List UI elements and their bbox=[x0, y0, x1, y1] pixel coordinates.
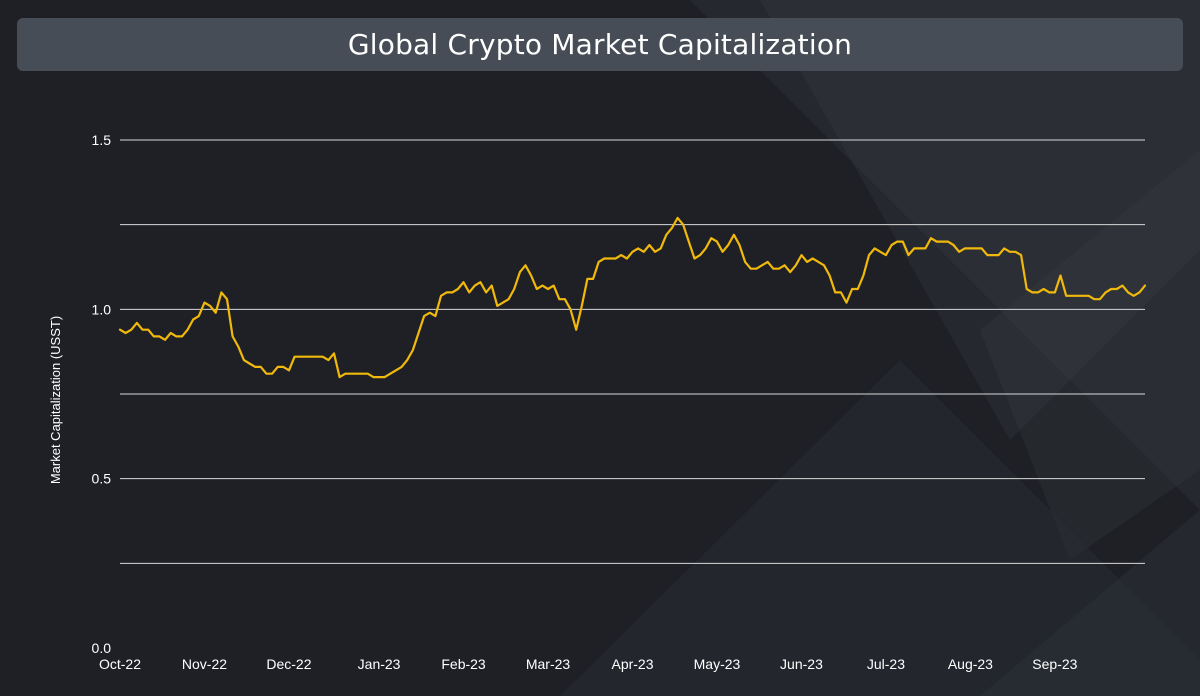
y-tick-label: 1.5 bbox=[92, 132, 112, 148]
x-tick-label: Aug-23 bbox=[948, 656, 993, 672]
title-bar: Global Crypto Market Capitalization bbox=[17, 18, 1183, 71]
x-tick-label: Jun-23 bbox=[780, 656, 823, 672]
x-axis-ticks: Oct-22 Nov-22 Dec-22 Jan-23 Feb-23 Mar-23 Apr-… bbox=[99, 656, 1078, 672]
y-axis-ticks: 0.0 0.5 1.0 1.5 bbox=[92, 132, 112, 656]
x-tick-label: May-23 bbox=[694, 656, 741, 672]
x-tick-label: Jul-23 bbox=[867, 656, 905, 672]
chart-title: Global Crypto Market Capitalization bbox=[347, 28, 853, 61]
y-axis-label: Market Capitalization (USST) bbox=[48, 316, 63, 484]
x-tick-label: Apr-23 bbox=[611, 656, 653, 672]
x-tick-label: Feb-23 bbox=[441, 656, 486, 672]
x-tick-label: Oct-22 bbox=[99, 656, 141, 672]
x-tick-label: Mar-23 bbox=[526, 656, 571, 672]
x-tick-label: Sep-23 bbox=[1032, 656, 1077, 672]
x-tick-label: Nov-22 bbox=[182, 656, 227, 672]
gridlines bbox=[120, 139, 1145, 564]
x-tick-label: Jan-23 bbox=[358, 656, 401, 672]
series-line-market-cap bbox=[118, 216, 1147, 379]
y-tick-label: 0.5 bbox=[92, 471, 112, 487]
y-tick-label: 0.0 bbox=[92, 640, 112, 656]
x-tick-label: Dec-22 bbox=[266, 656, 311, 672]
y-tick-label: 1.0 bbox=[92, 301, 112, 317]
